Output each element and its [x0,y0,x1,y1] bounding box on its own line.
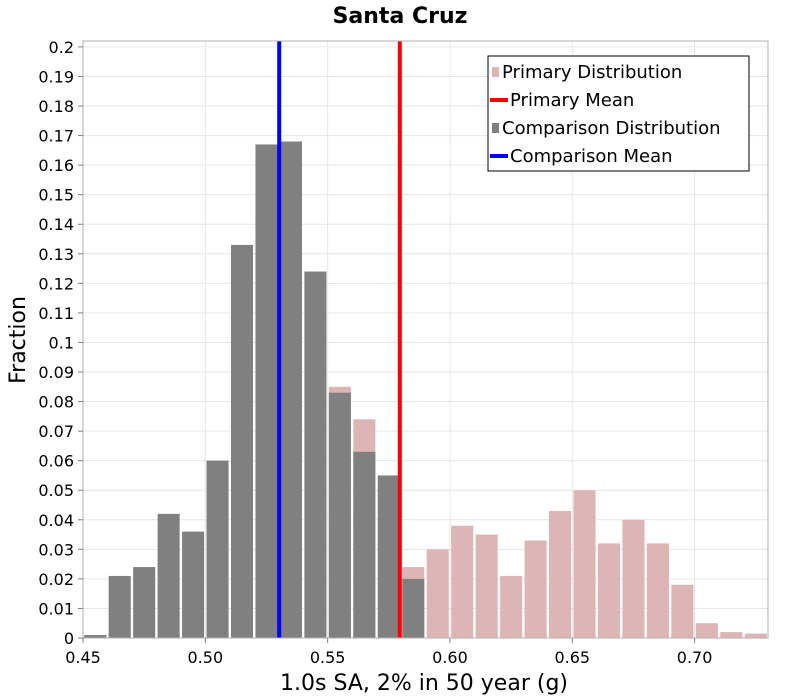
comparison-bar [279,141,302,638]
primary-bar [549,510,572,638]
y-tick-label: 0.03 [38,540,74,559]
x-axis-ticks: 0.45 0.50 0.55 0.60 0.65 0.70 [65,638,712,667]
y-tick-label: 0.15 [38,186,74,205]
plot-frame [82,40,769,639]
legend-label: Comparison Mean [510,146,673,167]
y-tick-label: 0.12 [38,274,74,293]
primary-bar [500,575,523,638]
y-tick-label: 0.19 [38,67,74,86]
x-axis-label: 1.0s SA, 2% in 50 year (g) [280,671,568,696]
comparison-bar [133,567,156,638]
comparison-bar [255,144,278,638]
legend-swatch [492,67,499,77]
x-tick-label: 0.45 [65,648,101,667]
x-tick-label: 0.50 [188,648,224,667]
comparison-bar [108,575,131,638]
primary-bar [720,632,743,638]
y-tick-label: 0.11 [38,304,74,323]
legend: Primary Distribution Primary Mean Comparis… [487,55,750,172]
comparison-bar [328,392,351,638]
y-tick-label: 0.1 [49,333,74,352]
x-tick-label: 0.65 [554,648,590,667]
comparison-bar [157,513,180,638]
y-tick-label: 0.17 [38,127,74,146]
y-tick-label: 0.02 [38,570,74,589]
primary-bar [695,623,718,638]
primary-bar [451,525,474,638]
y-tick-label: 0.18 [38,97,74,116]
comparison-bar [182,531,205,638]
primary-bar [573,490,596,638]
primary-bar [597,543,621,638]
legend-label: Comparison Distribution [502,118,721,139]
y-tick-label: 0.06 [38,452,74,471]
comparison-bar [402,578,425,638]
y-tick-label: 0 [64,629,74,648]
primary-bar [426,549,449,638]
bars [84,141,767,639]
y-tick-label: 0.05 [38,481,74,500]
legend-swatch [492,123,499,133]
primary-bar [475,534,498,638]
primary-bar [524,540,547,638]
y-tick-label: 0.16 [38,156,74,175]
primary-bar [671,584,694,638]
legend-label: Primary Distribution [502,62,682,83]
y-tick-label: 0.2 [49,38,74,57]
comparison-bar [206,460,229,638]
y-tick-label: 0.13 [38,245,74,264]
primary-bar [622,519,645,638]
y-tick-label: 0.09 [38,363,74,382]
comparison-bar [230,244,254,639]
y-axis-label: Fraction [6,296,31,384]
y-tick-label: 0.07 [38,422,74,441]
y-tick-label: 0.14 [38,215,74,234]
legend-label: Primary Mean [510,90,634,111]
primary-bar [744,633,767,638]
comparison-bar [304,271,327,638]
x-tick-label: 0.60 [432,648,468,667]
comparison-bar [377,475,400,638]
legend-box [487,55,750,172]
x-tick-label: 0.70 [677,648,713,667]
x-tick-label: 0.55 [310,648,346,667]
y-tick-label: 0.08 [38,393,74,412]
primary-bar [646,543,669,638]
y-tick-label: 0.01 [38,599,74,618]
grid [82,41,768,639]
mean-lines [277,41,402,638]
comparison-bar [84,635,107,638]
comparison-bar [353,451,376,638]
chart-title: Santa Cruz [333,4,468,29]
y-axis-ticks: 0 0.01 0.02 0.03 0.04 0.05 0.06 0.07 0.08 0.09 0.1… [38,38,83,648]
y-tick-label: 0.04 [38,511,74,530]
